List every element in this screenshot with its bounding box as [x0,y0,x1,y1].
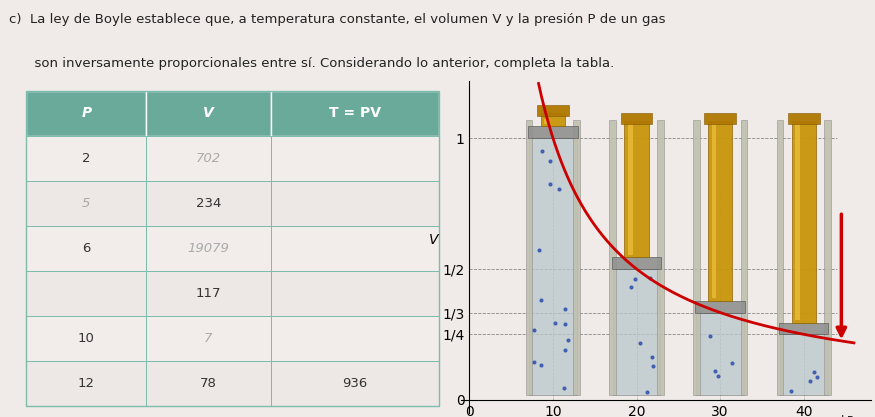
Bar [26,226,146,271]
Bar [270,136,439,181]
Text: 19079: 19079 [187,242,229,255]
Bar [270,181,439,226]
Text: 117: 117 [196,287,221,300]
Text: c)  La ley de Boyle establece que, a temperatura constante, el volumen V y la pr: c) La ley de Boyle establece que, a temp… [9,13,665,25]
Text: kPa: kPa [842,415,862,417]
Bar [544,118,550,124]
Bar [788,113,820,124]
Y-axis label: V: V [429,233,438,247]
Bar [696,301,745,313]
Bar [711,124,717,298]
Text: 12: 12 [78,377,94,390]
Text: P: P [81,106,92,120]
Bar [26,271,146,316]
Bar [696,313,744,394]
Bar [537,106,569,116]
Text: V: V [203,106,214,120]
Bar [795,124,800,320]
Text: 6: 6 [82,242,91,255]
Text: 10: 10 [78,332,94,345]
Text: 702: 702 [196,152,221,165]
Bar [824,120,831,394]
Text: 2: 2 [82,152,91,165]
Bar [146,90,270,136]
Bar [26,181,146,226]
Text: 78: 78 [200,377,217,390]
Bar [26,361,146,406]
Bar [146,316,270,361]
Bar [541,113,565,126]
Bar [708,121,732,301]
Bar [529,138,577,394]
Bar [792,121,816,323]
Text: T = PV: T = PV [329,106,381,120]
Bar [704,113,736,124]
Bar [146,226,270,271]
Bar [146,136,270,181]
Bar [657,120,664,394]
Bar [779,323,829,334]
Bar [777,120,783,394]
Bar [740,120,747,394]
Bar [628,124,633,254]
Text: 7: 7 [204,332,213,345]
Bar [526,120,533,394]
Bar [528,126,578,138]
Bar [609,120,616,394]
Bar [612,269,661,394]
Bar [26,90,146,136]
Bar [573,120,580,394]
Text: 936: 936 [342,377,368,390]
Bar [693,120,700,394]
Bar [270,361,439,406]
Bar [146,271,270,316]
Bar [146,361,270,406]
Bar [270,271,439,316]
Text: son inversamente proporcionales entre sí. Considerando lo anterior, completa la : son inversamente proporcionales entre sí… [9,57,614,70]
Bar [26,136,146,181]
Bar [270,316,439,361]
Bar [612,257,662,269]
Bar [620,113,653,124]
Bar [780,334,828,394]
Bar [270,226,439,271]
Text: 234: 234 [196,197,221,210]
Bar [26,316,146,361]
Text: 5: 5 [82,197,91,210]
Bar [625,121,648,257]
Bar [146,181,270,226]
Bar [270,90,439,136]
